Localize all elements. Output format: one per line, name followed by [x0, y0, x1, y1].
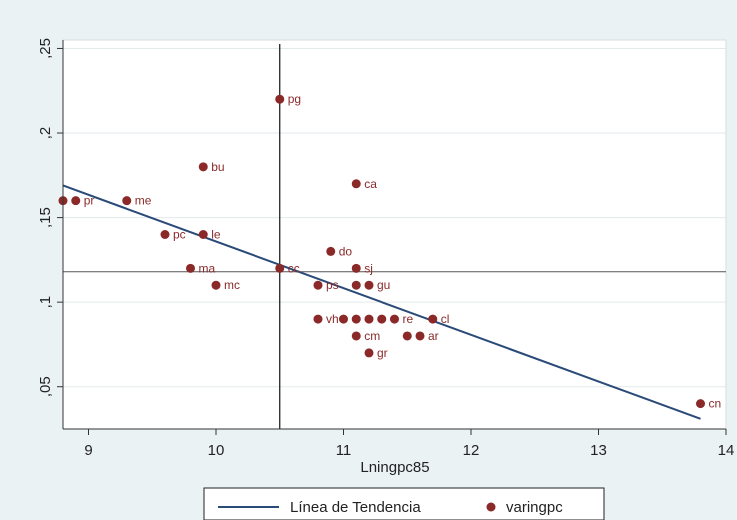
y-tick-label-0: ,05 — [37, 376, 54, 397]
point-label-cc: cc — [288, 261, 300, 275]
x-tick-label-5: 14 — [718, 442, 735, 459]
point-label-cm: cm — [364, 329, 380, 343]
point-label-mc: mc — [224, 278, 240, 292]
legend-dot-swatch — [486, 502, 496, 512]
data-point-6 — [160, 230, 170, 239]
point-label-me: me — [135, 194, 152, 208]
data-point-5 — [122, 196, 132, 206]
data-point-25 — [415, 331, 425, 341]
legend: Línea de Tendencia varingpc — [203, 487, 605, 520]
data-point-16 — [313, 314, 323, 324]
data-point-15 — [364, 280, 374, 290]
point-label-do: do — [339, 244, 353, 258]
point-label-le: le — [211, 228, 221, 242]
legend-label-trend: Línea de Tendencia — [290, 499, 421, 516]
y-tick-label-3: ,2 — [37, 127, 54, 140]
point-label-re: re — [403, 312, 414, 326]
data-point-8 — [326, 246, 336, 256]
data-point-17 — [339, 314, 348, 324]
data-point-21 — [390, 314, 399, 324]
point-label-ar: ar — [428, 329, 439, 343]
data-point-4 — [71, 196, 81, 206]
reference-lines — [63, 44, 726, 429]
data-point-27 — [696, 399, 705, 409]
data-point-18 — [351, 314, 361, 324]
data-point-23 — [351, 331, 361, 341]
data-point-20 — [377, 314, 387, 324]
point-label-cl: cl — [441, 312, 450, 326]
data-point-13 — [313, 280, 323, 290]
point-label-sj: sj — [364, 261, 373, 275]
data-point-10 — [275, 263, 285, 273]
point-label-cn: cn — [709, 397, 722, 411]
y-tick-label-4: ,25 — [37, 38, 54, 59]
data-point-9 — [186, 263, 195, 273]
x-tick-label-0: 9 — [84, 442, 92, 459]
data-point-0 — [275, 94, 285, 104]
point-label-pr: pr — [84, 194, 95, 208]
point-label-gu: gu — [377, 278, 390, 292]
x-tick-label-2: 11 — [336, 442, 352, 459]
trend-line — [62, 184, 701, 420]
data-point-24 — [402, 331, 412, 341]
y-tick-label-1: ,1 — [37, 296, 54, 309]
point-label-ps: ps — [326, 278, 339, 292]
point-label-pc: pc — [173, 228, 186, 242]
x-tick-label-3: 12 — [463, 442, 480, 459]
point-label-gr: gr — [377, 346, 388, 360]
point-label-ca: ca — [364, 177, 377, 191]
point-label-vh: vh — [326, 312, 339, 326]
data-point-26 — [364, 348, 374, 358]
x-tick-label-4: 13 — [590, 442, 607, 459]
point-label-bu: bu — [211, 160, 224, 174]
y-axis: ,05 ,1 ,15 ,2 ,25 — [37, 38, 64, 429]
data-point-1 — [198, 162, 208, 172]
y-tick-label-2: ,15 — [37, 207, 54, 228]
trend-line-group — [62, 184, 701, 420]
data-point-12 — [211, 280, 221, 290]
x-axis: 9 10 11 12 13 14 — [63, 428, 735, 459]
data-points: pg bu ca pr me pc le do ma cc sj mc ps gu vh re cl cm ar gr… — [58, 92, 722, 411]
data-point-19 — [364, 314, 374, 324]
data-point-7 — [198, 230, 208, 239]
data-point-22 — [428, 314, 438, 324]
point-label-pg: pg — [288, 92, 301, 106]
data-point-11 — [351, 263, 361, 273]
point-label-ma: ma — [199, 261, 216, 275]
x-tick-label-1: 10 — [208, 442, 225, 459]
data-point-2 — [351, 179, 361, 189]
legend-label-series: varingpc — [506, 499, 563, 516]
legend-box — [203, 487, 605, 520]
data-point-14 — [351, 280, 361, 290]
plot-area — [63, 40, 726, 429]
x-axis-title: Lningpc85 — [360, 459, 429, 476]
